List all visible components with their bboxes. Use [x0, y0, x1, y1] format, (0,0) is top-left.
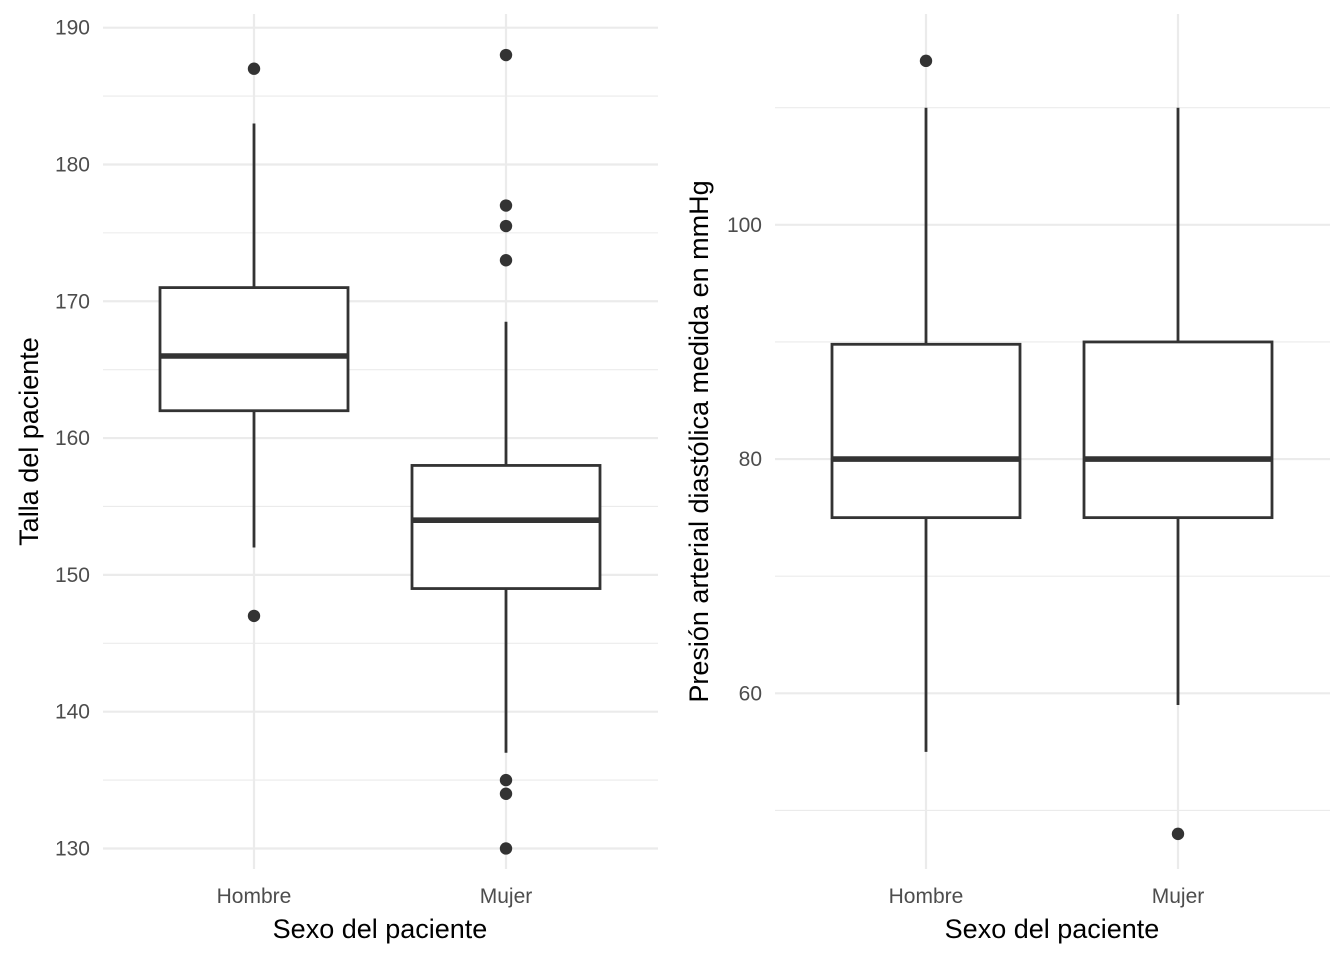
x-axis-title: Sexo del paciente: [273, 914, 488, 944]
outlier-point: [499, 787, 513, 800]
y-tick-label: 180: [55, 153, 90, 176]
outlier-point: [499, 773, 513, 787]
outlier-point: [247, 62, 261, 75]
outlier-point: [499, 48, 513, 62]
y-tick-label: 160: [55, 427, 90, 450]
outlier-point: [499, 219, 513, 233]
outlier-point: [499, 254, 513, 267]
y-tick-label: 130: [55, 837, 90, 860]
x-tick-label: Mujer: [480, 885, 533, 908]
y-tick-label: 170: [55, 290, 90, 313]
box-hombre: [830, 54, 1022, 752]
y-tick-label: 190: [55, 17, 90, 40]
iqr-box: [158, 286, 350, 413]
outlier-point: [919, 54, 933, 68]
panel-presion: 60 80 100 Hombre Mujer Sexo del paciente Presi…: [684, 14, 1330, 944]
outlier-point: [1171, 827, 1185, 841]
y-tick-label: 80: [739, 448, 762, 471]
y-axis-title: Talla del paciente: [14, 337, 44, 546]
box-mujer: [410, 48, 602, 855]
y-axis-title: Presión arterial diastólica medida en mm…: [684, 180, 714, 702]
iqr-box: [830, 342, 1022, 520]
iqr-box: [410, 464, 602, 590]
panel-talla: 130 140 150 160 170 180 190 Hombre Mujer Sexo del…: [14, 14, 658, 944]
y-tick-label: 100: [727, 214, 762, 237]
x-tick-label: Hombre: [889, 885, 964, 908]
x-axis-title: Sexo del paciente: [945, 914, 1160, 944]
outlier-point: [499, 842, 513, 855]
x-tick-label: Mujer: [1152, 885, 1205, 908]
y-tick-label: 140: [55, 701, 90, 724]
x-tick-label: Hombre: [217, 885, 292, 908]
iqr-box: [1082, 340, 1274, 520]
y-tick-label: 60: [739, 682, 762, 705]
outlier-point: [499, 199, 513, 212]
y-tick-label: 150: [55, 564, 90, 587]
box-mujer: [1082, 107, 1274, 841]
box-hombre: [158, 62, 350, 623]
outlier-point: [247, 609, 261, 623]
